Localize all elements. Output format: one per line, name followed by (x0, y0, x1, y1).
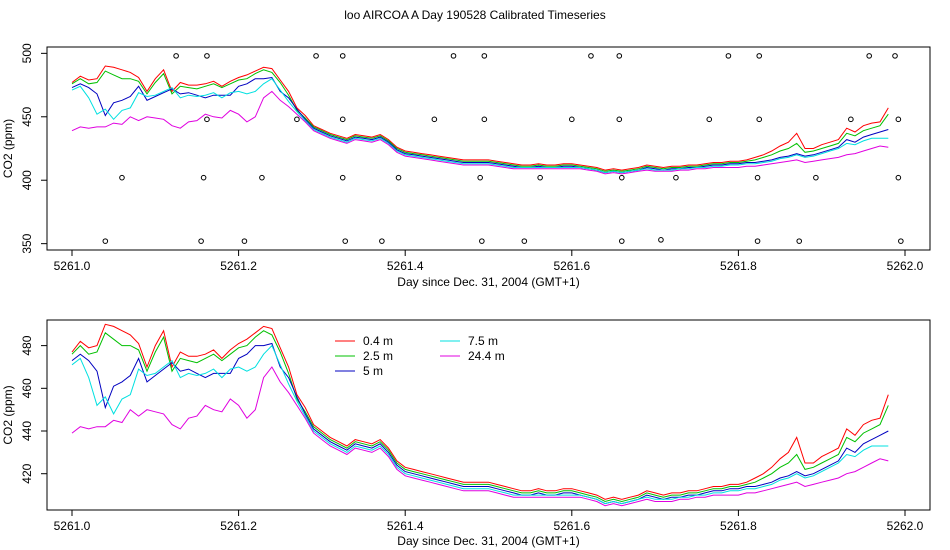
marker-point (259, 174, 265, 181)
y-tick-label: 350 (20, 233, 34, 253)
x-axis-label: Day since Dec. 31, 2004 (GMT+1) (397, 275, 579, 289)
x-tick-label: 5262.0 (887, 519, 924, 533)
marker-point (477, 174, 483, 181)
series-line-7-5-m (71, 78, 889, 174)
marker-point (102, 238, 109, 244)
marker-point (756, 116, 763, 123)
marker-point (813, 174, 819, 181)
y-tick-label: 440 (20, 421, 34, 441)
marker-point (521, 238, 528, 244)
marker-point (866, 53, 872, 59)
marker-point (898, 238, 904, 244)
x-tick-label: 5261.4 (387, 259, 424, 273)
y-tick-label: 460 (20, 378, 34, 398)
marker-point (379, 238, 385, 244)
marker-point (450, 53, 457, 59)
y-tick-label: 420 (20, 463, 34, 483)
marker-point (481, 53, 488, 59)
panel-1: 5261.0 5261.2 5261.4 5261.6 5261.8 5262.0 350 4… (1, 43, 931, 289)
series-line-0-4-m (71, 323, 889, 500)
legend-label: 0.4 m (363, 334, 393, 348)
series-line-5-m (71, 76, 889, 174)
marker-point (618, 238, 625, 244)
marker-point (200, 174, 207, 181)
y-tick-label: 450 (20, 106, 34, 126)
marker-point (569, 116, 575, 123)
marker-point (119, 174, 125, 181)
marker-point (895, 116, 902, 123)
marker-point (537, 174, 543, 181)
marker-point (658, 237, 664, 243)
x-tick-label: 5261.6 (553, 259, 590, 273)
marker-point (198, 238, 204, 244)
x-tick-label: 5261.0 (54, 519, 91, 533)
legend-label: 24.4 m (468, 349, 505, 363)
panel-2: 5261.0 5261.2 5261.4 5261.6 5261.8 5262.0 420 4… (1, 319, 931, 548)
marker-point (339, 174, 346, 181)
marker-point (241, 238, 248, 244)
marker-point (481, 116, 488, 123)
y-tick-label: 480 (20, 335, 34, 355)
series-line-2-5-m (71, 69, 889, 172)
marker-point (618, 174, 625, 181)
series-line-24-4-m (71, 366, 889, 507)
marker-point (431, 116, 438, 123)
marker-point (673, 174, 679, 181)
marker-point (588, 53, 594, 59)
legend: 0.4 m2.5 m5 m 7.5 m24.4 m (335, 334, 505, 378)
marker-point (313, 53, 319, 59)
x-tick-label: 5261.0 (54, 259, 91, 273)
marker-point (339, 116, 346, 123)
marker-point (342, 238, 349, 244)
marker-point (756, 53, 763, 59)
x-tick-label: 5261.6 (553, 519, 590, 533)
series-line-5-m (71, 342, 889, 505)
series-line-0-4-m (71, 65, 889, 171)
plot-area (71, 323, 889, 507)
y-axis-label: CO2 (ppm) (1, 385, 15, 444)
series-line-7-5-m (71, 344, 889, 505)
series-line-24-4-m (71, 90, 889, 175)
y-tick-label: 400 (20, 170, 34, 190)
series-line-2-5-m (71, 330, 889, 503)
marker-point (395, 174, 402, 181)
legend-label: 5 m (363, 364, 383, 378)
marker-point (339, 53, 346, 59)
x-tick-label: 5261.2 (220, 259, 257, 273)
marker-point (706, 116, 713, 123)
marker-point (479, 238, 485, 244)
marker-point (848, 116, 854, 123)
page-title: loo AIRCOA A Day 190528 Calibrated Times… (344, 8, 606, 22)
x-tick-label: 5261.8 (720, 259, 757, 273)
plot-frame (46, 46, 931, 251)
marker-point (616, 116, 623, 123)
x-tick-label: 5261.8 (720, 519, 757, 533)
x-tick-label: 5261.2 (220, 519, 257, 533)
marker-point (204, 53, 210, 59)
marker-point (895, 174, 902, 181)
x-tick-label: 5261.4 (387, 519, 424, 533)
legend-label: 2.5 m (363, 349, 393, 363)
marker-point (754, 238, 761, 244)
legend-label: 7.5 m (468, 334, 498, 348)
marker-point (294, 116, 300, 123)
marker-point (796, 238, 803, 244)
marker-point (204, 116, 210, 123)
marker-point (173, 53, 179, 59)
y-tick-label: 500 (20, 43, 34, 63)
x-tick-label: 5262.0 (887, 259, 924, 273)
marker-point (616, 53, 623, 59)
marker-point (754, 174, 761, 181)
y-axis-label: CO2 (ppm) (1, 119, 15, 178)
plot-frame (46, 319, 931, 511)
marker-point (892, 53, 898, 59)
x-axis-label: Day since Dec. 31, 2004 (GMT+1) (397, 534, 579, 548)
marker-point (725, 53, 732, 59)
plot-area (71, 53, 904, 244)
